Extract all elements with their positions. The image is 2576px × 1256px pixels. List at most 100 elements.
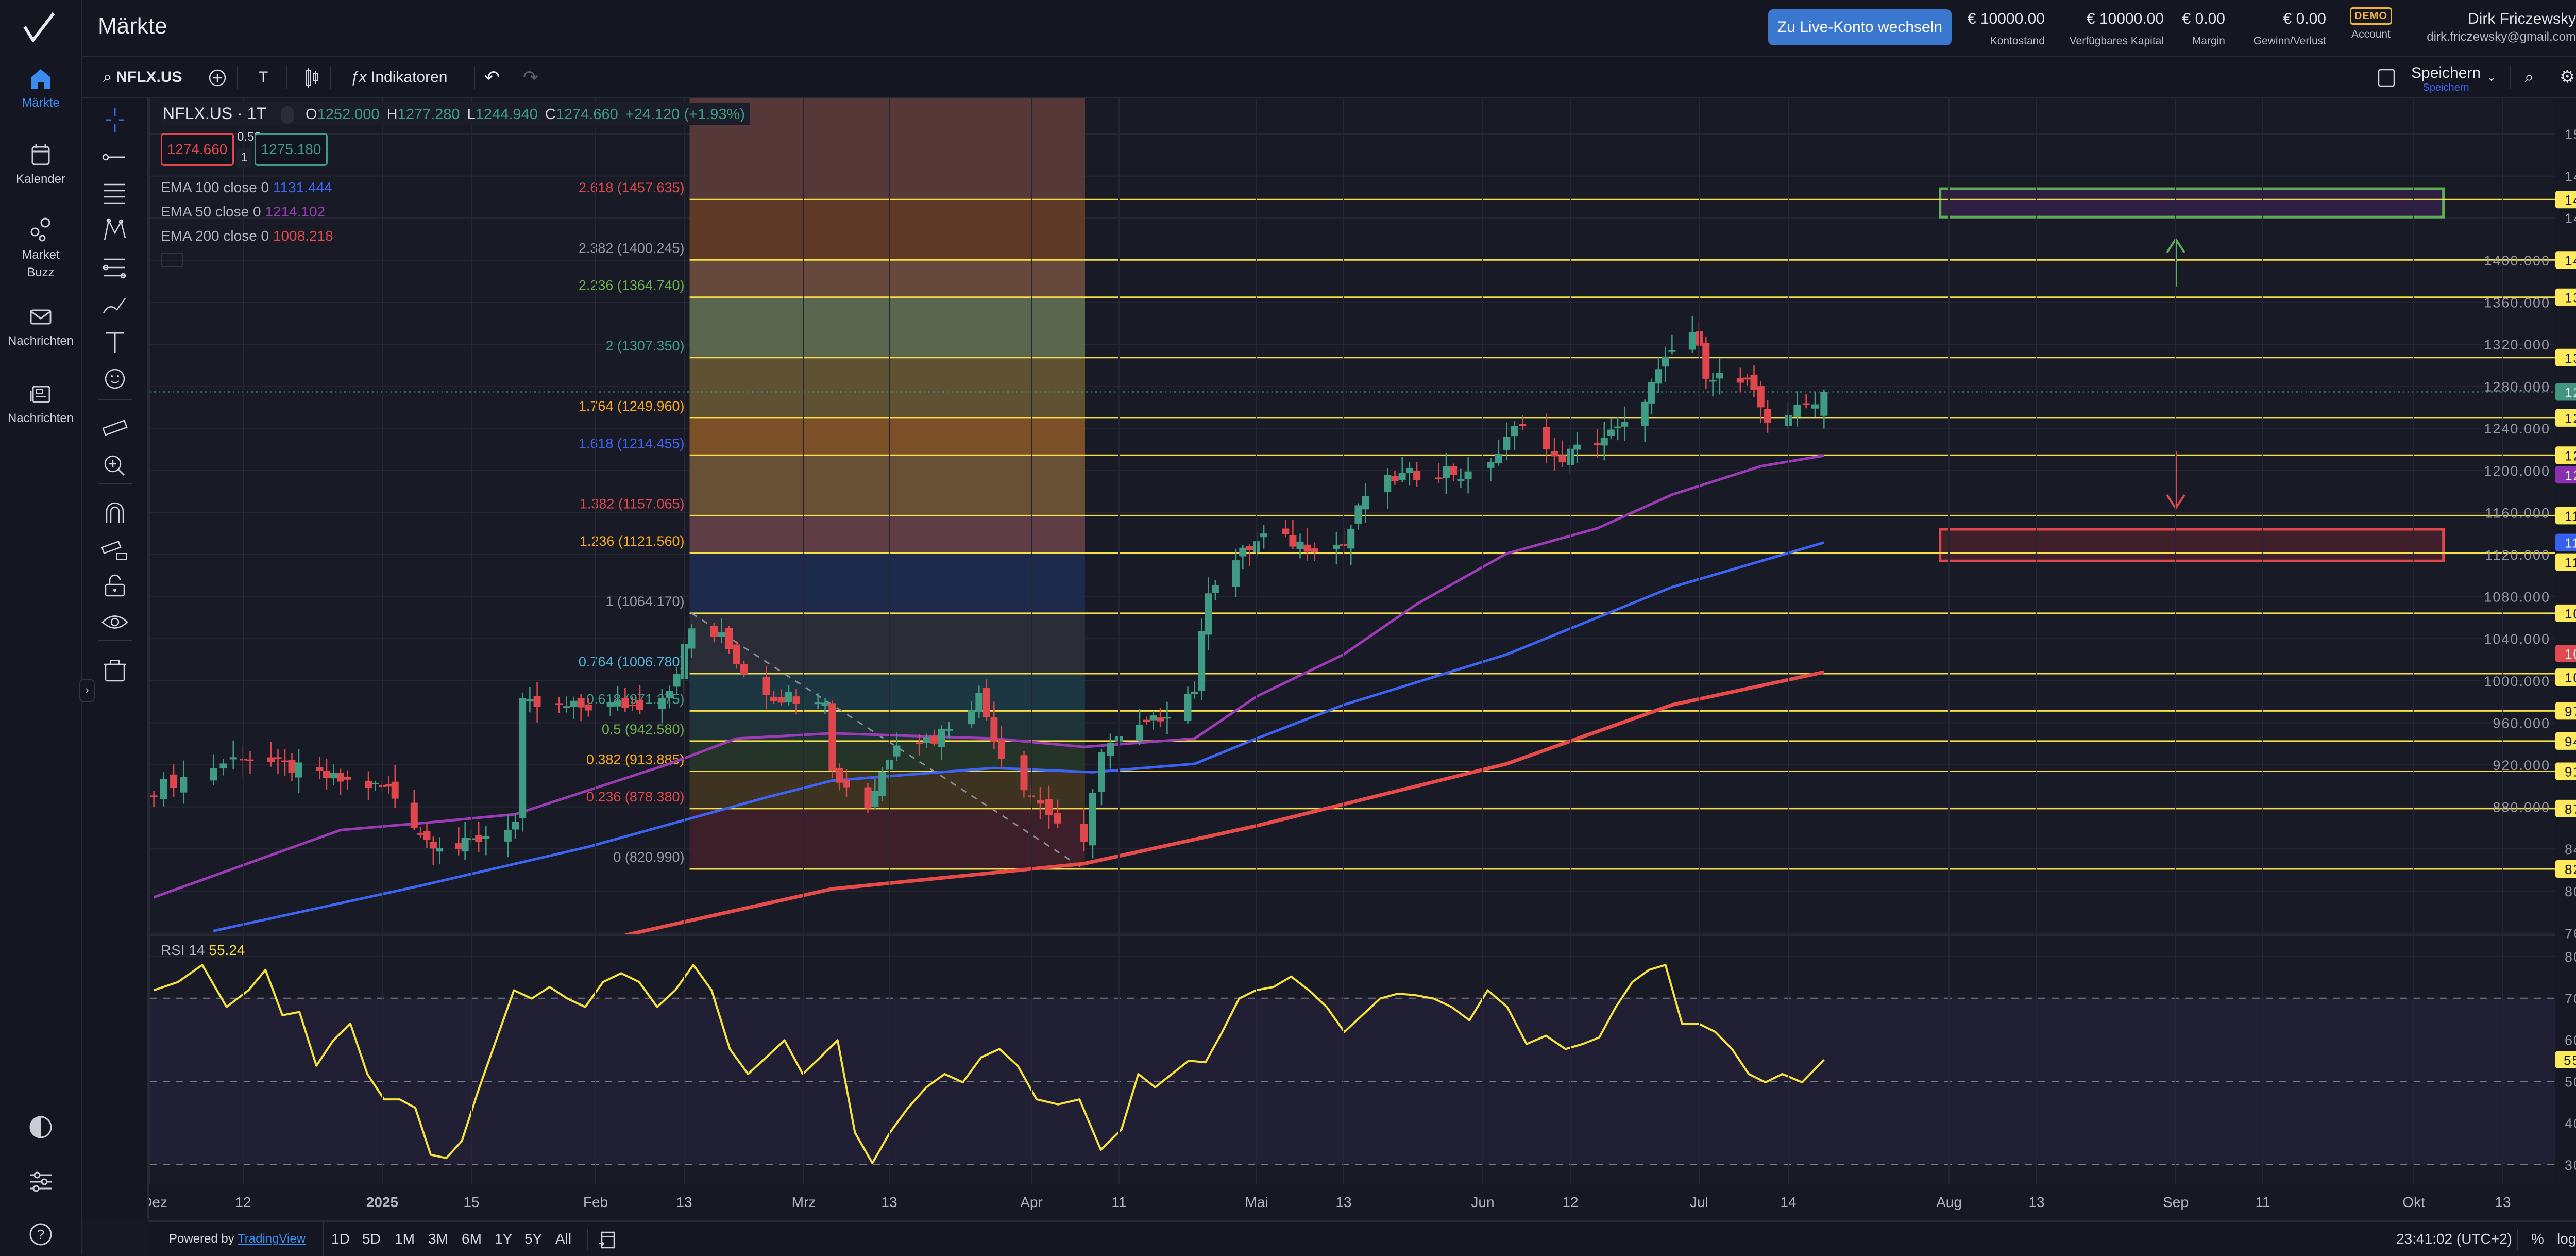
sidebar-item-label: Nachrichten [7,411,74,425]
candle [385,776,393,794]
gear-icon[interactable]: ⚙ [2560,67,2575,87]
price-tag [2555,348,2576,366]
candle-body [323,771,330,778]
clock[interactable]: 23:41:02 (UTC+2) [2396,1231,2512,1247]
range-all[interactable]: All [555,1231,572,1247]
candle-body [673,674,681,687]
candle-body [629,705,636,707]
logo-check-icon [23,12,55,42]
ruler-icon[interactable] [99,416,130,442]
candle-body [658,698,666,709]
sidebar-item-nachrichten[interactable]: Nachrichten [0,304,81,348]
range-1y[interactable]: 1Y [495,1231,513,1247]
expand-toolbar-button[interactable]: › [79,679,95,702]
rsi-legend[interactable]: RSI 14 55.24 [161,942,245,958]
quick-search-icon[interactable]: ⌕ [2524,68,2534,86]
range-3m[interactable]: 3M [428,1231,448,1247]
legend-hide-icon[interactable] [280,106,294,124]
indicators-button[interactable]: ƒx Indikatoren [350,57,447,97]
legend-ema-50[interactable]: EMA 50 close 0 1214.102 [161,204,326,220]
candle [1688,315,1696,353]
switch-live-account-button[interactable]: Zu Live-Konto wechseln [1768,9,1952,45]
candle [1347,525,1355,565]
legend-ema-100[interactable]: EMA 100 close 0 1131.444 [161,179,332,195]
candle [1136,709,1144,745]
sidebar-item-nachrichten-news[interactable]: Nachrichten [0,381,81,426]
candle-body [1457,479,1465,481]
settings-sliders-icon[interactable] [28,1169,54,1195]
range-5y[interactable]: 5Y [524,1231,543,1247]
eye-icon[interactable] [99,609,130,635]
fib-retracement-icon[interactable] [99,180,130,206]
range-6m[interactable]: 6M [462,1231,482,1247]
candle-body [740,664,748,674]
crosshair-icon[interactable] [99,107,130,133]
candle [1662,346,1669,382]
legend-ema-200[interactable]: EMA 200 close 0 1008.218 [161,228,333,244]
candle-body [385,784,393,787]
sidebar-item-kalender[interactable]: Kalender [0,142,81,187]
candle [843,769,850,797]
interval-button[interactable]: T [259,69,268,86]
collapse-legend-button[interactable] [161,253,183,267]
help-icon[interactable]: ? [28,1221,54,1247]
sidebar-item-market-buzz[interactable]: Market Buzz [0,216,81,281]
candle [1205,577,1212,650]
candle-body [1282,528,1290,534]
price-tag [2555,533,2576,551]
theme-toggle-icon[interactable] [28,1114,54,1140]
sidebar-item-maerkte[interactable]: Märkte [0,66,81,110]
candle [621,688,629,712]
time-axis-label: Sep [2163,1194,2189,1210]
range-1d[interactable]: 1D [331,1231,350,1247]
percent-scale-toggle[interactable]: % [2531,1231,2544,1247]
pattern-icon[interactable] [99,217,130,243]
log-scale-toggle[interactable]: log [2557,1231,2576,1247]
tradingview-link[interactable]: TradingView [237,1232,306,1246]
magnet-icon[interactable] [99,500,130,526]
candle-body [555,703,563,705]
rsi-axis-label: 70.00 [2565,991,2576,1007]
redo-button[interactable]: ↷ [523,66,539,88]
emoji-icon[interactable] [99,366,130,392]
quantity-field[interactable]: 1 [237,148,251,167]
time-axis-label: 13 [2028,1194,2044,1210]
trend-line-icon[interactable] [99,144,130,170]
fib-level-label: 2.236 (1364.740) [579,278,685,293]
fib-level-label: 1.382 (1157.065) [580,496,685,511]
save-dropdown-chevron-icon[interactable]: ⌄ [2486,70,2497,84]
zoom-in-icon[interactable] [99,453,130,478]
undo-button[interactable]: ↶ [484,66,500,88]
candle-body [1398,473,1406,480]
lock-drawings-icon[interactable] [99,537,130,563]
price-tag [2555,860,2576,878]
lock-icon[interactable] [99,573,130,599]
candle-body [160,779,167,799]
channel-icon[interactable] [99,255,130,281]
fib-level-label: 0 (820.990) [613,849,684,865]
target-down-box [1939,528,2445,562]
layout-checkbox-icon[interactable] [2378,69,2395,87]
candle-body [219,763,227,769]
text-tool-icon[interactable] [99,329,130,355]
account-type[interactable]: DEMO Account [2345,7,2397,41]
range-5d[interactable]: 5D [362,1231,381,1247]
candle-body [821,702,829,706]
symbol-search[interactable]: ⌕ NFLX.US [103,57,182,97]
range-1m[interactable]: 1M [395,1231,415,1247]
trash-icon[interactable] [99,657,130,683]
buy-button[interactable]: 1275.180 [255,133,328,166]
go-to-date-icon[interactable] [598,1229,616,1250]
save-button[interactable]: Speichern Speichern [2411,64,2481,93]
rsi-axis-label: 60.00 [2565,1033,2576,1048]
fib-zone [689,808,1085,869]
brush-icon[interactable] [99,292,130,318]
candle [1020,751,1028,798]
candle [482,825,490,856]
candle-type-icon[interactable] [304,66,319,89]
user-info[interactable]: Dirk Friczewsky dirk.friczewsky@gmail.com [2427,10,2576,44]
add-symbol-icon[interactable] [208,69,227,87]
candle-body [504,830,512,842]
sell-button[interactable]: 1274.660 [161,133,234,166]
